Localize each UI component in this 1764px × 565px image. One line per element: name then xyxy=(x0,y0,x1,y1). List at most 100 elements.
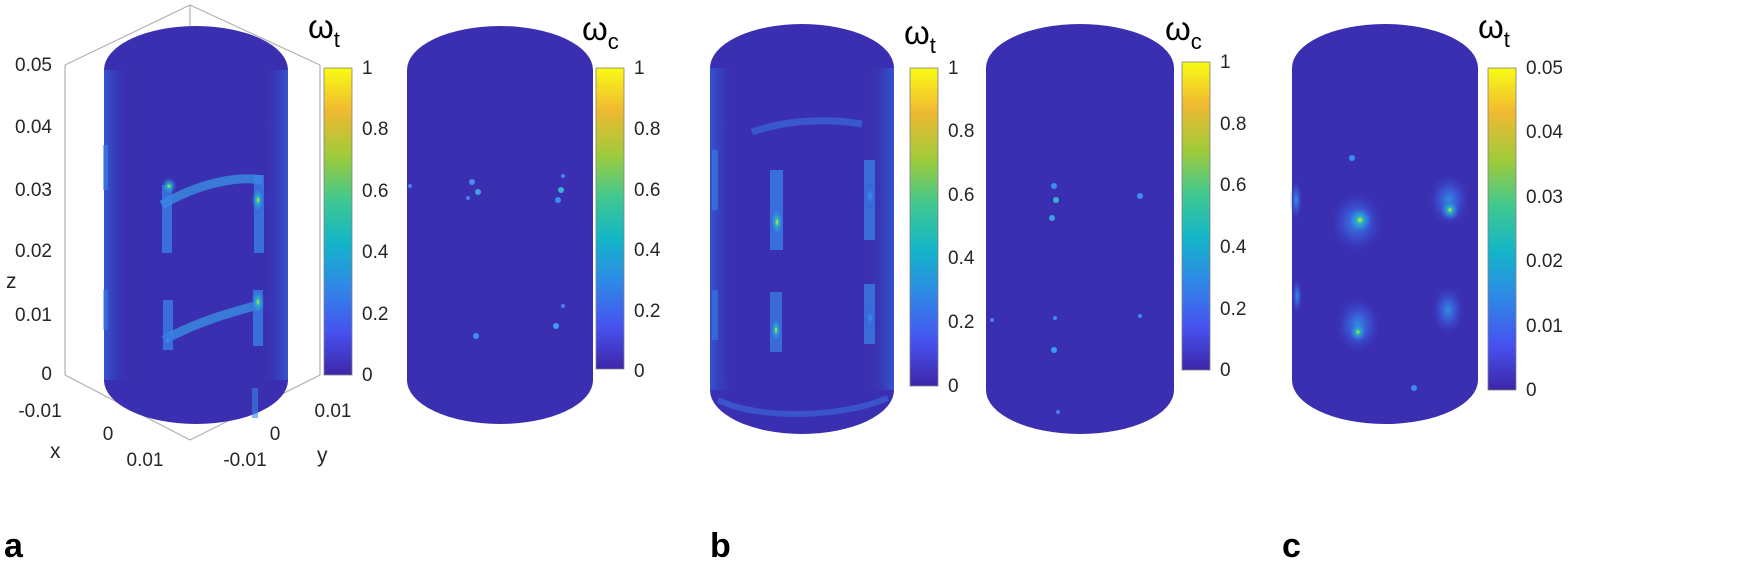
colorbar-title: ωt xyxy=(1478,8,1510,52)
cylinder-b-omega-c xyxy=(986,24,1174,434)
colorbar-tick: 0.8 xyxy=(634,119,660,140)
hot-spot xyxy=(1440,199,1460,221)
cylinder-b-omega-t xyxy=(710,24,894,434)
edge-stripe xyxy=(103,290,108,330)
colorbar-tick: 0.03 xyxy=(1526,187,1563,208)
edge-stripe xyxy=(103,145,108,190)
xtick-label: -0.01 xyxy=(18,401,61,422)
ztick-label: 0.02 xyxy=(15,241,52,262)
hot-spot xyxy=(1053,316,1057,320)
panel-label-a: a xyxy=(4,527,24,565)
colorbar-a-omega-t: 0 0.2 0.4 0.6 0.8 1 ωt xyxy=(308,8,389,386)
hot-spot xyxy=(561,174,565,178)
xtick-label: 0 xyxy=(103,424,114,445)
ztick-label: 0 xyxy=(41,364,52,385)
ztick-label: 0.04 xyxy=(15,117,52,138)
vertical-stripe xyxy=(162,185,172,253)
hot-spot xyxy=(1432,286,1464,334)
hot-spot xyxy=(251,186,265,214)
ytick-label: -0.01 xyxy=(223,450,266,471)
edge-stripe xyxy=(712,290,718,340)
hot-spot xyxy=(770,206,784,238)
hot-spot xyxy=(555,197,561,203)
colorbar-tick: 0.6 xyxy=(634,180,660,201)
hot-spot xyxy=(864,182,876,210)
colorbar-tick: 0.05 xyxy=(1526,58,1563,79)
colorbar-tick: 1 xyxy=(1220,52,1231,73)
hot-spot xyxy=(469,179,475,185)
hot-spot xyxy=(1049,215,1055,221)
vertical-stripe xyxy=(254,175,264,253)
panel-a-xticks: -0.01 0 0.01 xyxy=(18,401,163,471)
y-axis-label: y xyxy=(317,444,328,467)
colorbar-tick: 0 xyxy=(948,376,959,397)
hot-spot xyxy=(1347,206,1373,234)
colorbar-tick: 0.2 xyxy=(1220,299,1246,320)
colorbar-c-omega-t: 0 0.01 0.02 0.03 0.04 0.05 ωt xyxy=(1478,8,1563,401)
vertical-stripe xyxy=(253,290,263,346)
hot-spot xyxy=(1349,155,1355,161)
hot-spot xyxy=(408,184,412,188)
edge-spot xyxy=(1292,278,1302,314)
hot-spot xyxy=(473,333,479,339)
colorbar-tick: 0.4 xyxy=(634,240,661,261)
hot-spot xyxy=(1053,197,1059,203)
hot-spot xyxy=(561,304,565,308)
colorbar-tick: 0 xyxy=(634,361,645,382)
colorbar-tick: 0.2 xyxy=(362,304,388,325)
hot-spot xyxy=(553,323,559,329)
ring-band xyxy=(750,117,863,136)
colorbar-tick: 0.8 xyxy=(362,119,388,140)
hot-spot xyxy=(162,333,174,347)
ytick-label: 0 xyxy=(270,424,281,445)
colorbar-tick: 0.04 xyxy=(1526,122,1563,143)
colorbar-tick: 0 xyxy=(1220,360,1231,381)
hot-spot xyxy=(1349,322,1367,342)
hot-spot xyxy=(251,288,265,316)
colorbar-tick: 0.6 xyxy=(948,185,974,206)
colorbar-b-omega-t: 0 0.2 0.4 0.6 0.8 1 ωt xyxy=(904,14,975,397)
panel-label-b: b xyxy=(710,527,731,565)
colorbar-title: ωt xyxy=(308,8,340,52)
x-axis-label: x xyxy=(50,440,61,463)
cylinder-a-omega-t xyxy=(103,26,288,424)
colorbar-tick: 0.4 xyxy=(362,242,389,263)
colorbar-title: ωc xyxy=(582,10,619,54)
z-axis-label: z xyxy=(6,270,17,293)
colorbar-tick: 0 xyxy=(362,365,373,386)
colorbar-tick: 0.6 xyxy=(362,181,388,202)
hot-spot xyxy=(558,187,564,193)
hot-spot xyxy=(475,189,481,195)
panel-a-zticks: 0 0.01 0.02 0.03 0.04 0.05 xyxy=(15,55,52,385)
colorbar-tick: 0.02 xyxy=(1526,251,1563,272)
hot-spot xyxy=(1138,314,1142,318)
colorbar-b-omega-c: 0 0.2 0.4 0.6 0.8 1 ωc xyxy=(1165,10,1247,381)
hot-spot xyxy=(1411,385,1417,391)
xtick-label: 0.01 xyxy=(127,450,164,471)
hot-spot xyxy=(1051,347,1057,353)
hot-spot xyxy=(1137,193,1143,199)
colorbar-tick: 0.6 xyxy=(1220,175,1246,196)
colorbar-tick: 0 xyxy=(1526,380,1537,401)
panel-a-yticks: -0.01 0 0.01 xyxy=(223,401,351,471)
ztick-label: 0.05 xyxy=(15,55,52,76)
colorbar-a-omega-c: 0 0.2 0.4 0.6 0.8 1 ωc xyxy=(582,10,661,382)
ytick-label: 0.01 xyxy=(315,401,352,422)
colorbar-tick: 0.8 xyxy=(948,121,974,142)
vertical-stripe xyxy=(163,300,173,350)
colorbar-tick: 0.2 xyxy=(634,301,660,322)
colorbar-tick: 0.4 xyxy=(948,248,975,269)
hot-spot xyxy=(864,306,876,330)
colorbar-tick: 0.4 xyxy=(1220,237,1247,258)
colorbar-tick: 0.8 xyxy=(1220,114,1246,135)
colorbar-title: ωt xyxy=(904,14,936,58)
hot-spot xyxy=(466,196,470,200)
bottom-band xyxy=(716,395,890,417)
colorbar-title: ωc xyxy=(1165,10,1202,54)
cylinder-c-omega-t xyxy=(1290,24,1478,424)
hot-spot xyxy=(990,318,994,322)
colorbar-tick: 0.2 xyxy=(948,312,974,333)
panel-label-c: c xyxy=(1282,527,1301,565)
hot-spot xyxy=(770,317,782,343)
